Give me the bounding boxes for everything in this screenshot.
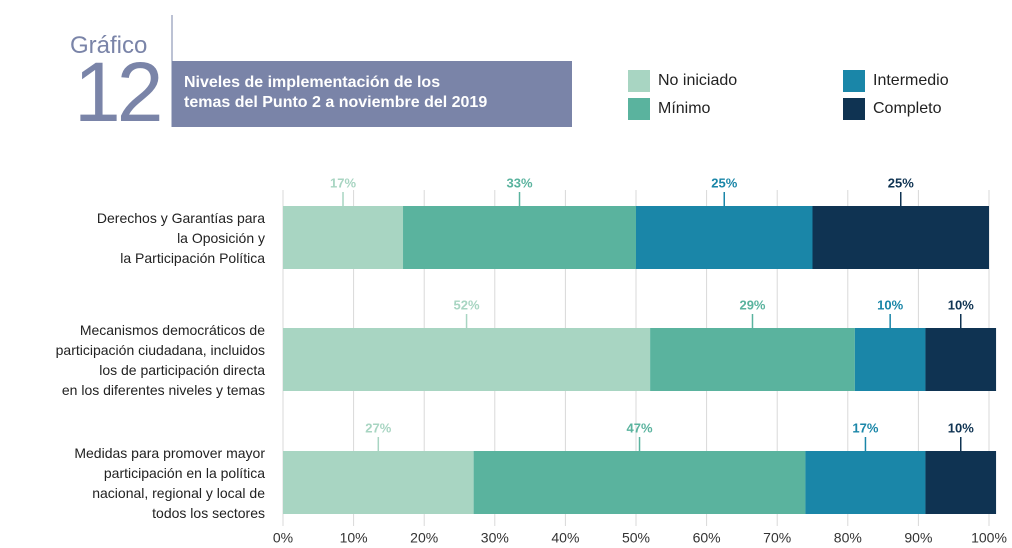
legend-swatch (843, 98, 865, 120)
x-tick-label: 70% (763, 530, 791, 546)
bar-segment (925, 451, 997, 514)
bar-segment (650, 328, 855, 391)
x-tick-label: 50% (622, 530, 650, 546)
bar-segment (473, 451, 806, 514)
legend-item: No iniciado (628, 70, 737, 92)
legend-item: Mínimo (628, 98, 710, 120)
x-tick-label: 0% (273, 530, 293, 546)
x-tick-label: 60% (693, 530, 721, 546)
x-tick-label: 20% (410, 530, 438, 546)
x-tick-label: 90% (904, 530, 932, 546)
bar-segment (925, 328, 997, 391)
value-label: 25% (711, 175, 737, 190)
legend-swatch (628, 98, 650, 120)
chart-title: Niveles de implementación de los temas d… (172, 61, 572, 127)
value-label: 17% (330, 175, 356, 190)
x-tick-label: 30% (481, 530, 509, 546)
bar-segment (805, 451, 926, 514)
legend-label: Mínimo (658, 100, 711, 117)
legend-item: Completo (843, 98, 941, 120)
value-label: 29% (739, 297, 765, 312)
legend-swatch (628, 70, 650, 92)
x-tick-label: 80% (834, 530, 862, 546)
bar-segment (636, 206, 813, 269)
value-label: 10% (948, 420, 974, 435)
legend-label: No iniciado (658, 72, 738, 89)
value-label: 10% (877, 297, 903, 312)
value-label: 27% (365, 420, 391, 435)
category-label: Medidas para promover mayor participació… (74, 444, 265, 521)
legend-swatch (843, 70, 865, 92)
legend-label: Intermedio (873, 72, 949, 89)
bar-segment (283, 451, 474, 514)
header-number: 12 (74, 45, 163, 139)
value-label: 17% (852, 420, 878, 435)
category-label: Mecanismos democráticos de participación… (55, 321, 265, 398)
x-tick-label: 100% (971, 530, 1007, 546)
value-label: 10% (948, 297, 974, 312)
value-label: 25% (888, 175, 914, 190)
legend-label: Completo (873, 100, 942, 117)
bar-segment (403, 206, 636, 269)
bar-segment (812, 206, 989, 269)
bar-segment (283, 206, 404, 269)
x-tick-label: 10% (340, 530, 368, 546)
value-label: 33% (506, 175, 532, 190)
value-label: 47% (627, 420, 653, 435)
x-tick-label: 40% (551, 530, 579, 546)
legend-item: Intermedio (843, 70, 949, 92)
category-label: Derechos y Garantías para la Oposición y… (96, 209, 265, 266)
header-label: Gráfico (70, 32, 148, 59)
bar-segment (854, 328, 926, 391)
bar-segment (283, 328, 651, 391)
value-label: 52% (454, 297, 480, 312)
